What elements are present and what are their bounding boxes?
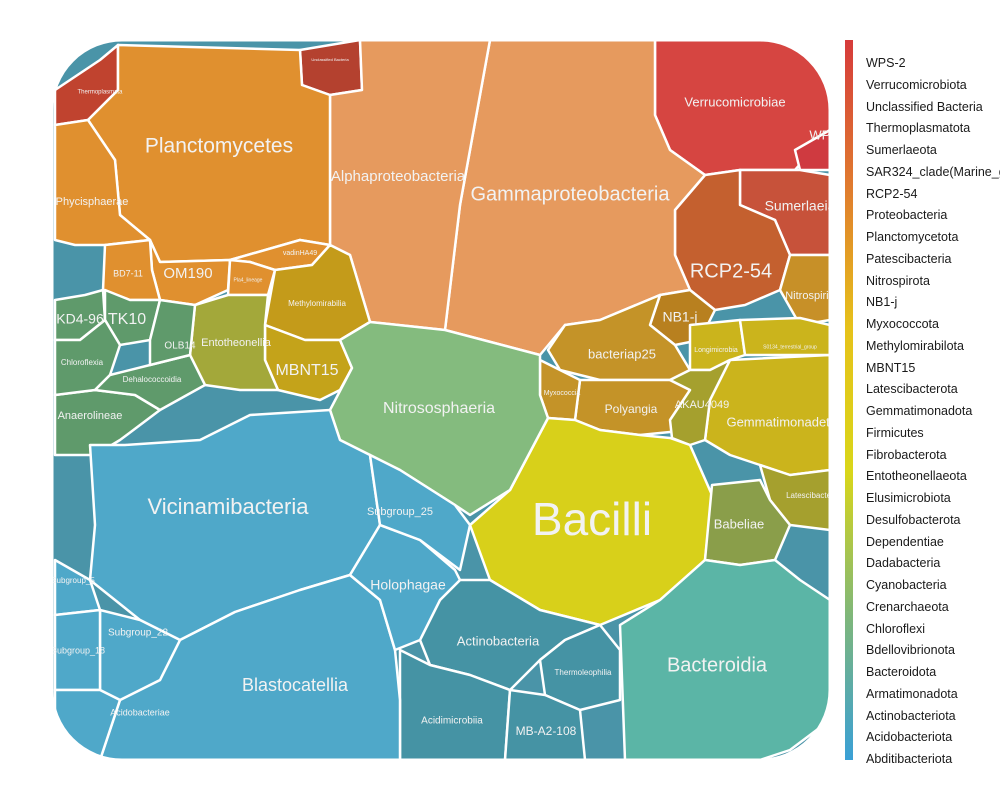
cell-label-myxococcia: Myxococcia (544, 390, 581, 397)
cell-label-planctomycetes: Planctomycetes (145, 135, 293, 158)
legend-item-planctomycetota: Planctomycetota (866, 230, 958, 244)
legend-item-bdellovibrionota: Bdellovibrionota (866, 643, 955, 657)
cell-label-unclassified-bacteria: Unclassified Bacteria (311, 57, 349, 62)
legend-item-proteobacteria: Proteobacteria (866, 208, 947, 222)
cell-label-polyangia: Polyangia (605, 402, 658, 416)
cell-label-blastocatellia: Blastocatellia (242, 675, 349, 695)
cell-label-acidimicrobiia: Acidimicrobiia (421, 716, 483, 727)
cell-label-chloroflexia: Chloroflexia (61, 358, 104, 367)
cell-label-gemmatimonadetes: Gemmatimonadetes (726, 414, 840, 429)
cell-label-vicinamibacteria: Vicinamibacteria (147, 494, 309, 519)
cell-label-babeliae: Babeliae (714, 516, 765, 531)
cell-label-sumerlaeia: Sumerlaeia (765, 198, 836, 214)
cell-label-bacteroidia: Bacteroidia (667, 654, 768, 676)
cell-label-om190: OM190 (163, 265, 212, 282)
legend: WPS-2 Verrucomicrobiota Unclassified Bacte… (845, 40, 1000, 770)
legend-item-sumerlaeota: Sumerlaeota (866, 143, 937, 157)
legend-item-dadabacteria: Dadabacteria (866, 556, 940, 570)
cell-label-verrucomicrobiae: Verrucomicrobiae (684, 94, 785, 109)
voronoi-treemap: Verrucomicrobiae WPS-2 Unclassified Bacter… (0, 0, 840, 800)
cell-label-tk10: TK10 (108, 311, 146, 328)
cell-label-olb14: OLB14 (164, 341, 196, 352)
cell-label-kd4-96: KD4-96 (56, 311, 104, 327)
cell-label-wps-2: WPS-2 (809, 127, 840, 142)
cell-label-phycisphaerae: Phycisphaerae (56, 196, 129, 208)
legend-item-wps-2: WPS-2 (866, 56, 906, 70)
cell-label-dehalococcoidia: Dehalococcoidia (123, 375, 182, 384)
cell-label-nitrososphaeria: Nitrososphaeria (383, 400, 495, 417)
cell-label-acidobacteriae: Acidobacteriae (110, 707, 170, 717)
cell-label-actinobacteria: Actinobacteria (457, 633, 540, 648)
cell-label-rcp2-54: RCP2-54 (690, 260, 772, 282)
legend-item-desulfobacterota: Desulfobacterota (866, 513, 961, 527)
legend-item-patescibacteria: Patescibacteria (866, 252, 951, 266)
cell-label-s0134-terrestrial-group: S0134_terrestrial_group (763, 344, 817, 350)
cell-label-alphaproteobacteria: Alphaproteobacteria (331, 168, 466, 185)
legend-item-elusimicrobiota: Elusimicrobiota (866, 491, 951, 505)
cell-label-longimicrobia: Longimicrobia (694, 347, 738, 354)
legend-item-rcp2-54: RCP2-54 (866, 187, 917, 201)
cell-label-vadinha49: vadinHA49 (283, 250, 317, 257)
legend-item-armatimonadota: Armatimonadota (866, 687, 958, 701)
legend-item-abditibacteriota: Abditibacteriota (866, 752, 952, 766)
treemap-plot: Verrucomicrobiae WPS-2 Unclassified Bacter… (51, 40, 840, 760)
cell-label-thermoplasmata: Thermoplasmata (77, 90, 123, 96)
cell-label-anaerolineae: Anaerolineae (58, 410, 123, 422)
legend-item-firmicutes: Firmicutes (866, 426, 924, 440)
cell-label-subgroup-18: Subgroup_18 (51, 645, 105, 655)
legend-item-unclassified-bacteria: Unclassified Bacteria (866, 100, 983, 114)
legend-item-bacteroidota: Bacteroidota (866, 665, 936, 679)
cell-label-akau4049: AKAU4049 (675, 399, 729, 411)
legend-item-methylomirabilota: Methylomirabilota (866, 339, 964, 353)
legend-item-myxococcota: Myxococcota (866, 317, 939, 331)
cell-label-thermoleophilia: Thermoleophilia (555, 668, 612, 677)
legend-item-nb1-j: NB1-j (866, 295, 897, 309)
cell-label-mb-a2-108: MB-A2-108 (516, 724, 577, 738)
cell-label-bacilli: Bacilli (532, 493, 652, 545)
legend-item-verrucomicrobiota: Verrucomicrobiota (866, 78, 967, 92)
legend-item-thermoplasmatota: Thermoplasmatota (866, 121, 970, 135)
cell-label-nitrospiria: Nitrospiria (785, 290, 835, 302)
cell-label-bacteriap25: bacteriap25 (588, 346, 656, 361)
legend-item-latescibacterota: Latescibacterota (866, 382, 958, 396)
cell-olb14 (150, 300, 195, 365)
cell-label-entotheonellia: Entotheonellia (201, 337, 272, 349)
legend-item-acidobacteriota: Acidobacteriota (866, 730, 952, 744)
legend-item-cyanobacteria: Cyanobacteria (866, 578, 947, 592)
cell-label-nb1-j: NB1-j (662, 309, 697, 325)
legend-item-sar324-clade-marine-group-b-: SAR324_clade(Marine_group_B) (866, 165, 1000, 179)
cell-label-methylomirabilia: Methylomirabilia (288, 299, 346, 308)
legend-item-chloroflexi: Chloroflexi (866, 622, 925, 636)
legend-item-mbnt15: MBNT15 (866, 361, 915, 375)
cell-label-holophagae: Holophagae (370, 577, 446, 593)
legend-item-dependentiae: Dependentiae (866, 535, 944, 549)
cell-label-subgroup-22: Subgroup_22 (108, 628, 168, 639)
cell-label-subgroup-25: Subgroup_25 (367, 506, 433, 518)
cell-label-subgroup-5: Subgroup_5 (51, 576, 95, 585)
legend-item-nitrospirota: Nitrospirota (866, 274, 930, 288)
legend-item-crenarchaeota: Crenarchaeota (866, 600, 949, 614)
cell-label-mbnt15: MBNT15 (275, 362, 338, 379)
legend-item-entotheonellaeota: Entotheonellaeota (866, 469, 967, 483)
legend-item-gemmatimonadota: Gemmatimonadota (866, 404, 972, 418)
cell-label-pla4-lineage: Pla4_lineage (234, 277, 263, 283)
legend-item-fibrobacterota: Fibrobacterota (866, 448, 947, 462)
legend-color-bar (845, 40, 853, 760)
cell-label-latescibacteria: Latescibacteria (786, 491, 840, 500)
cell-label-gammaproteobacteria: Gammaproteobacteria (471, 183, 671, 205)
cell-label-bd7-11: BD7-11 (113, 268, 143, 278)
legend-item-actinobacteriota: Actinobacteriota (866, 709, 956, 723)
